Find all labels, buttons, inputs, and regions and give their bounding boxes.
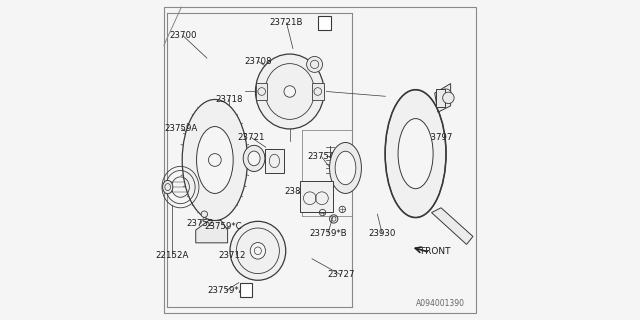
Circle shape bbox=[443, 92, 454, 104]
Text: 23721B: 23721B bbox=[270, 19, 303, 28]
Text: 23754: 23754 bbox=[308, 152, 335, 161]
Circle shape bbox=[307, 56, 323, 72]
Text: A: A bbox=[321, 19, 328, 28]
Text: 23712: 23712 bbox=[219, 251, 246, 260]
Text: 23727: 23727 bbox=[327, 270, 355, 279]
Text: 23708: 23708 bbox=[244, 57, 271, 66]
Circle shape bbox=[209, 154, 221, 166]
Bar bbox=[264, 148, 284, 173]
Text: 23721: 23721 bbox=[237, 133, 265, 142]
Polygon shape bbox=[435, 84, 451, 112]
Text: 23718: 23718 bbox=[216, 95, 243, 104]
Text: 23752: 23752 bbox=[187, 219, 214, 228]
Ellipse shape bbox=[230, 221, 285, 280]
Ellipse shape bbox=[335, 151, 356, 185]
Text: 23700: 23700 bbox=[169, 31, 196, 40]
Bar bbox=[300, 181, 333, 212]
Text: 22152A: 22152A bbox=[155, 251, 189, 260]
Ellipse shape bbox=[255, 54, 324, 129]
Text: 23759*C: 23759*C bbox=[204, 222, 242, 231]
Text: 23797: 23797 bbox=[426, 133, 453, 142]
Ellipse shape bbox=[182, 100, 248, 220]
Text: A: A bbox=[243, 285, 250, 294]
Text: 23759*B: 23759*B bbox=[309, 229, 347, 238]
Ellipse shape bbox=[163, 180, 173, 194]
Circle shape bbox=[284, 86, 296, 97]
Ellipse shape bbox=[248, 151, 260, 166]
Bar bbox=[256, 83, 268, 100]
Circle shape bbox=[201, 211, 207, 217]
Ellipse shape bbox=[385, 90, 446, 217]
Polygon shape bbox=[431, 208, 473, 244]
Bar bbox=[240, 283, 252, 297]
Text: 23759A: 23759A bbox=[164, 124, 198, 132]
Ellipse shape bbox=[250, 243, 266, 259]
Bar bbox=[312, 83, 323, 100]
Ellipse shape bbox=[398, 119, 433, 189]
Bar bbox=[436, 89, 445, 107]
Bar bbox=[318, 16, 330, 30]
Text: A094001390: A094001390 bbox=[416, 299, 465, 308]
Ellipse shape bbox=[243, 145, 265, 172]
Ellipse shape bbox=[330, 142, 362, 194]
Text: 23930: 23930 bbox=[369, 229, 396, 238]
Ellipse shape bbox=[196, 126, 233, 194]
Text: 23815: 23815 bbox=[284, 188, 312, 196]
Text: FRONT: FRONT bbox=[420, 247, 451, 256]
Circle shape bbox=[440, 89, 452, 100]
Text: 23759*A: 23759*A bbox=[207, 286, 244, 295]
Polygon shape bbox=[196, 220, 228, 243]
